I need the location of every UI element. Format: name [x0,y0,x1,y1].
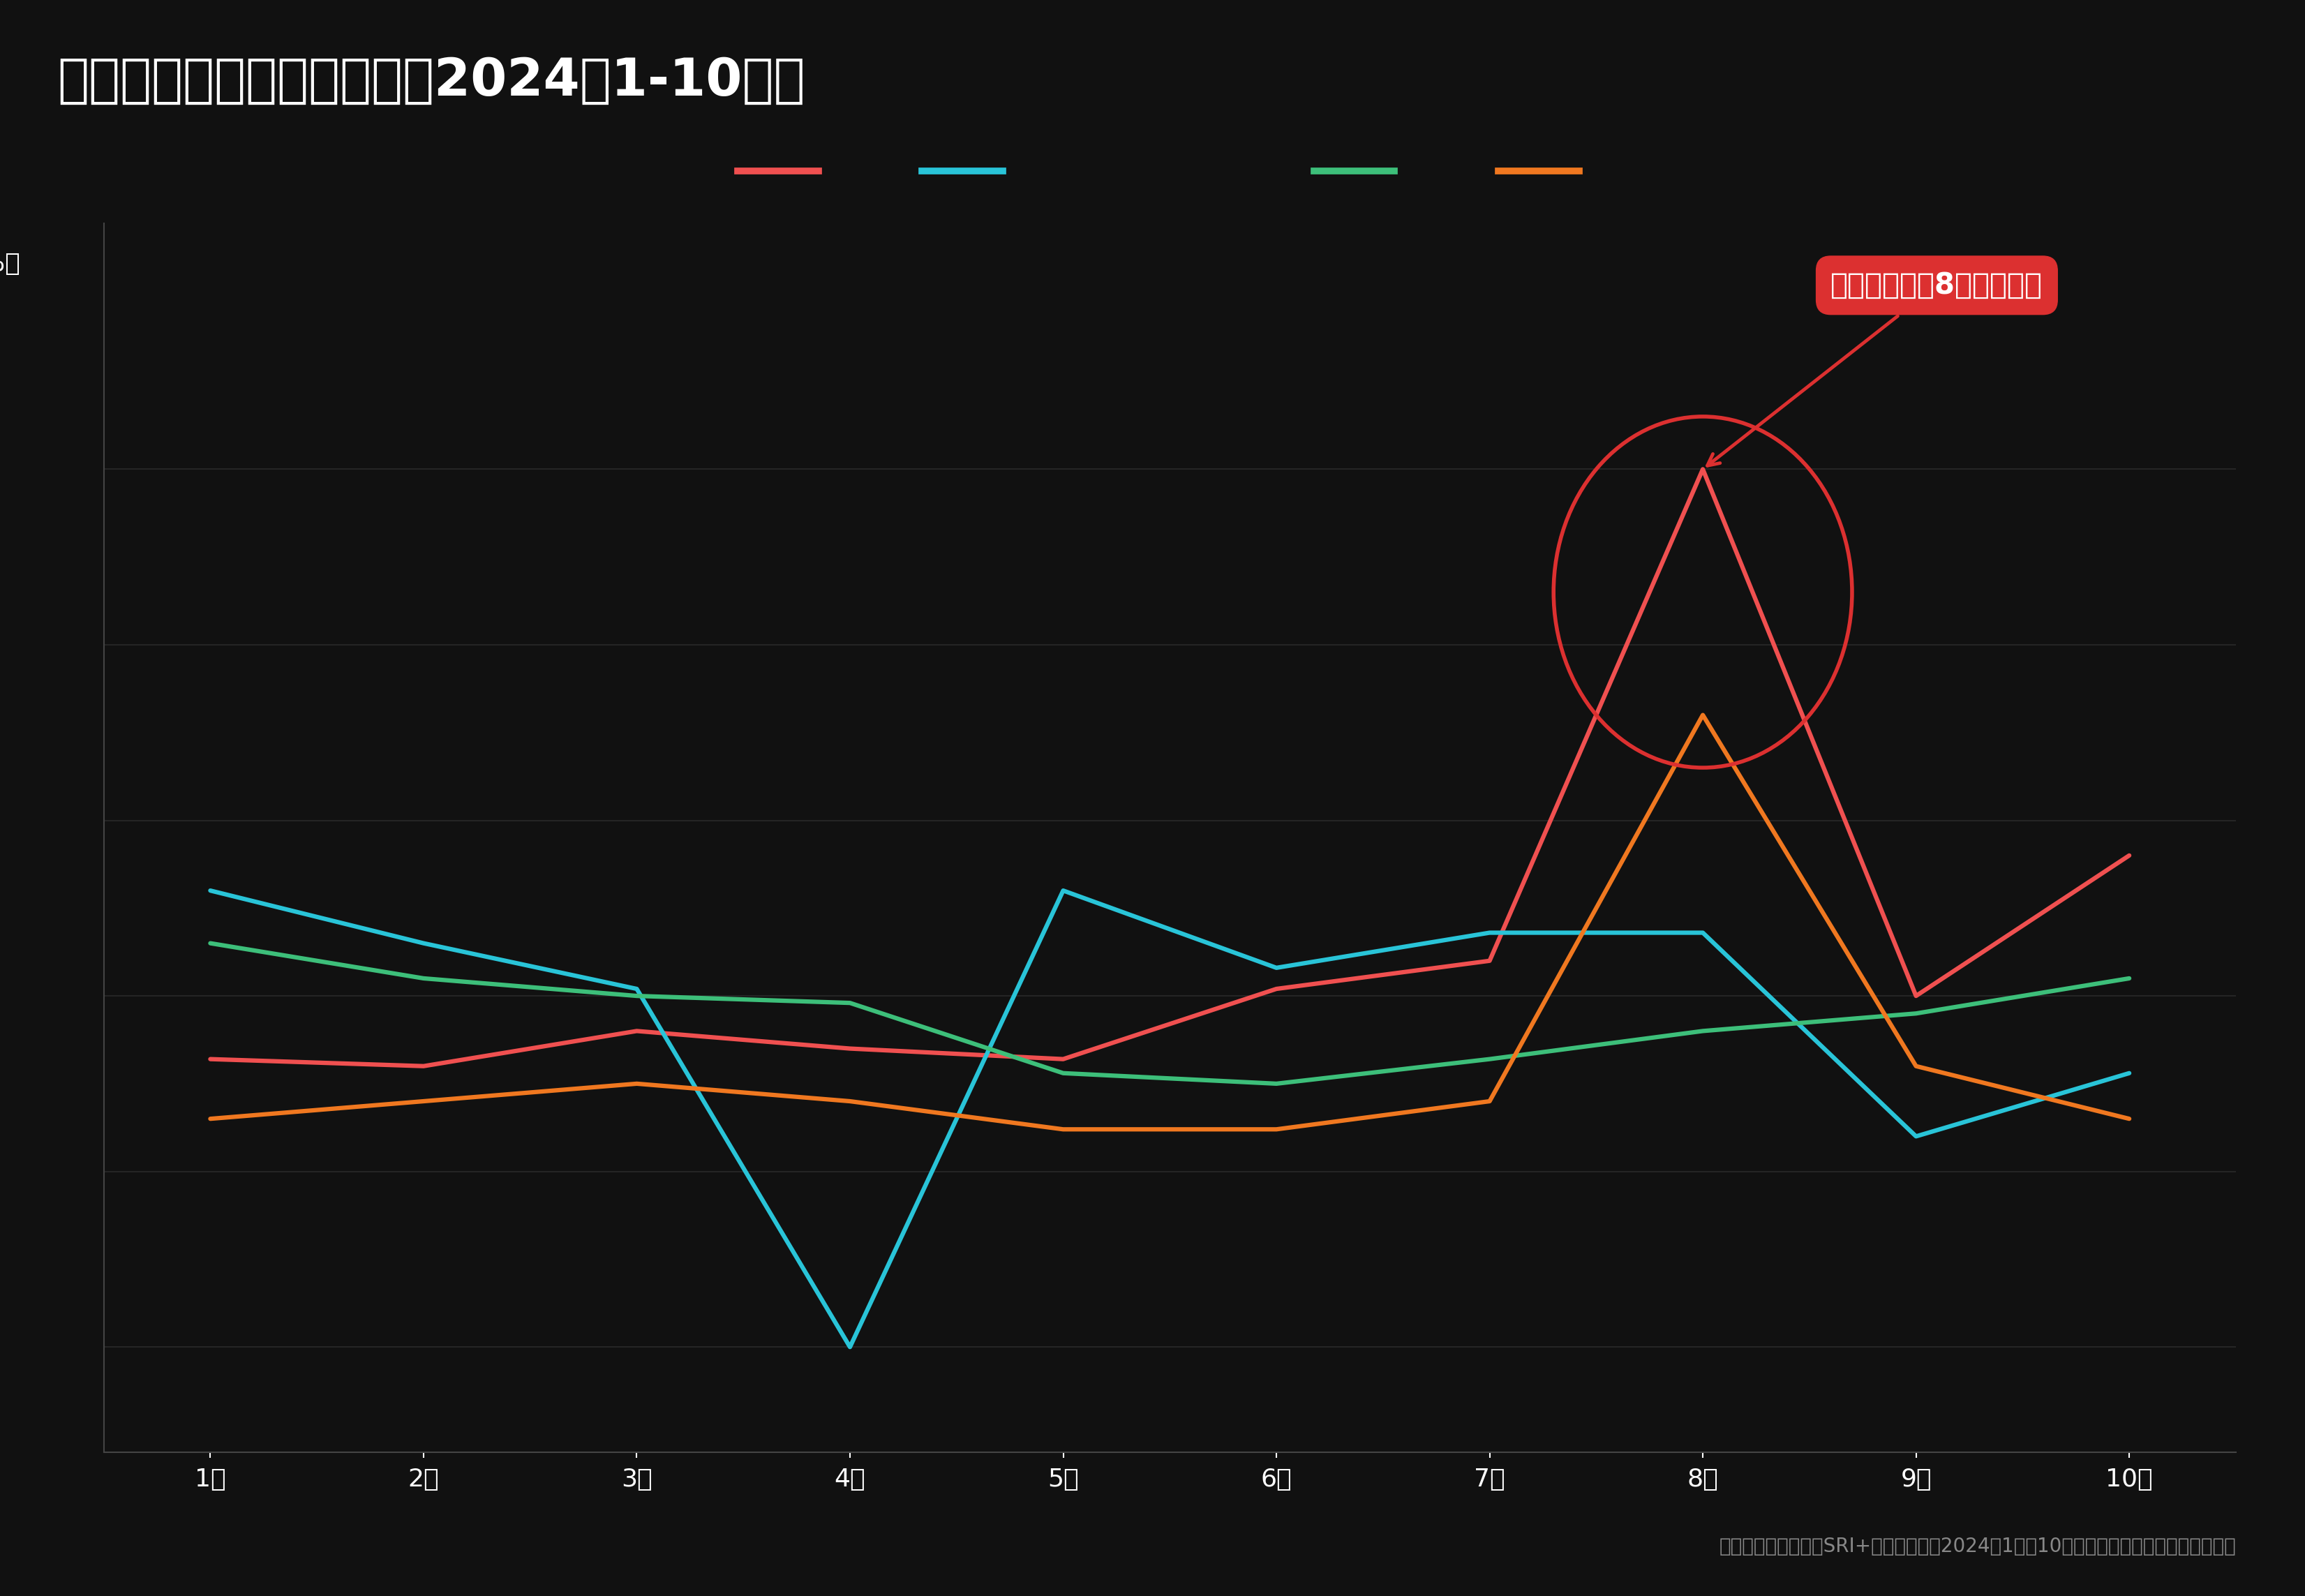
Text: 米・米飯類が8月に大幅増: 米・米飯類が8月に大幅増 [1708,271,2042,466]
Text: 食品の金額前年比の推移（2024年1-10月）: 食品の金額前年比の推移（2024年1-10月） [58,56,804,107]
Text: データ：インテージSRI+　集計期間：2024年1月〜10月　指標：販売金額の前年同期比: データ：インテージSRI+ 集計期間：2024年1月〜10月 指標：販売金額の前… [1720,1537,2236,1556]
Text: 金額前年比（%）: 金額前年比（%） [0,252,21,276]
